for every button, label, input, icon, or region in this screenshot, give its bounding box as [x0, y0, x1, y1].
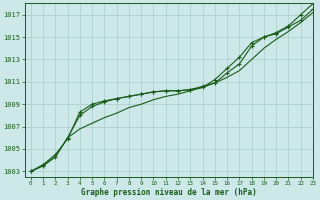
X-axis label: Graphe pression niveau de la mer (hPa): Graphe pression niveau de la mer (hPa) [81, 188, 257, 197]
